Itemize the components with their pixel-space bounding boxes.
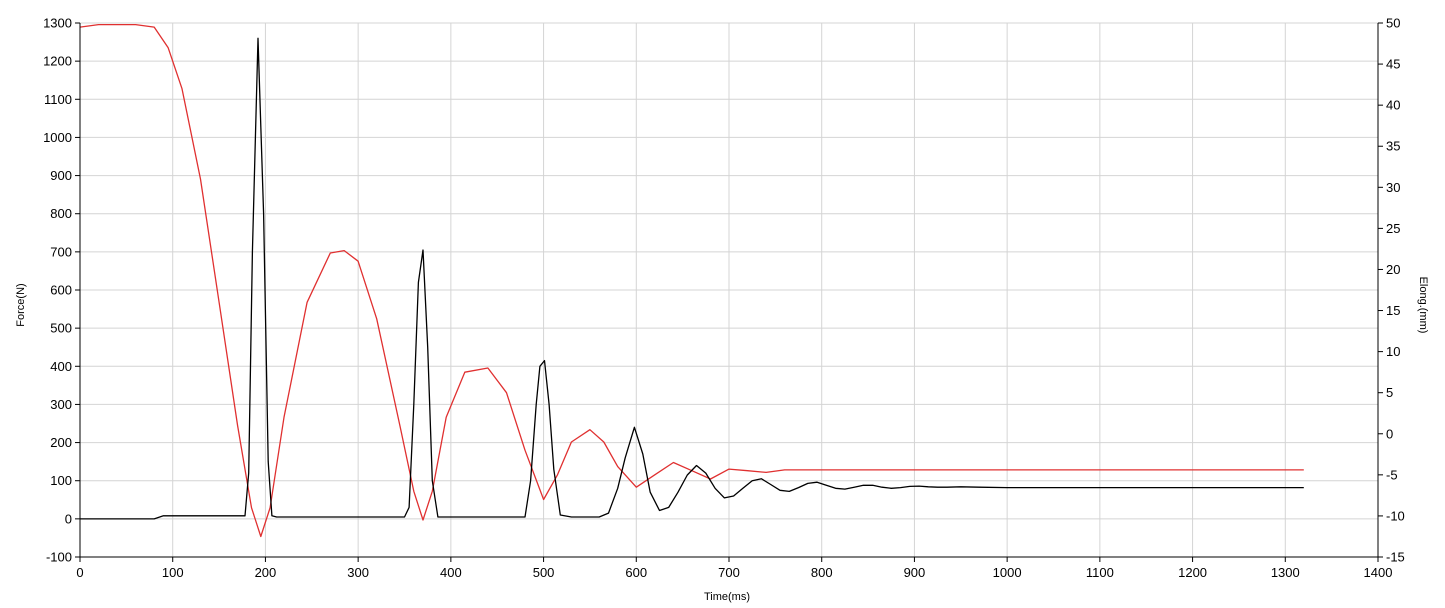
y-right-tick-label: 50 — [1386, 16, 1400, 31]
y-left-tick-label: 400 — [50, 359, 72, 374]
y-left-tick-label: 300 — [50, 397, 72, 412]
y-left-tick-label: 1000 — [43, 130, 72, 145]
y-left-tick-label: 0 — [65, 511, 72, 526]
series-lines — [79, 23, 1304, 538]
tick-labels: 0 100 200 300 400 500 600 700 800 900 1000 1100 1200… — [43, 16, 1405, 581]
y-left-tick-label: 200 — [50, 435, 72, 450]
y-right-tick-label: 30 — [1386, 180, 1400, 195]
y-left-tick-label: 800 — [50, 206, 72, 221]
x-tick-label: 1400 — [1364, 565, 1393, 580]
y-right-tick-label: -5 — [1386, 467, 1398, 482]
y-right-tick-label: 40 — [1386, 98, 1400, 113]
x-tick-label: 1200 — [1178, 565, 1207, 580]
axes — [75, 22, 1383, 562]
x-tick-label: 1100 — [1086, 565, 1114, 580]
y-left-tick-label: 1200 — [43, 54, 72, 69]
x-tick-label: 800 — [811, 565, 833, 580]
y-right-tick-label: 25 — [1386, 221, 1400, 236]
y-right-tick-label: 35 — [1386, 139, 1400, 154]
y-right-tick-label: 0 — [1386, 426, 1393, 441]
x-tick-label: 1300 — [1271, 565, 1300, 580]
y-axis-left-title: Force(N) — [15, 283, 27, 326]
elongation-series-line — [79, 23, 1304, 538]
x-tick-label: 700 — [718, 565, 740, 580]
y-left-tick-label: 700 — [50, 244, 72, 259]
x-tick-label: 300 — [347, 565, 369, 580]
y-right-tick-label: 20 — [1386, 262, 1400, 277]
x-tick-label: 0 — [76, 565, 83, 580]
force-series-line — [80, 37, 1304, 520]
x-tick-label: 500 — [533, 565, 555, 580]
y-right-tick-label: -10 — [1386, 508, 1405, 523]
y-right-tick-label: 45 — [1386, 57, 1400, 72]
x-tick-label: 1000 — [993, 565, 1022, 580]
y-left-tick-label: 1300 — [43, 16, 72, 31]
y-left-tick-label: 500 — [50, 321, 72, 336]
y-right-tick-label: 15 — [1386, 303, 1400, 318]
y-axis-right-title: Elong.(mm) — [1417, 277, 1429, 334]
y-right-tick-label: 5 — [1386, 385, 1393, 400]
y-left-tick-label: 1100 — [44, 92, 72, 107]
x-tick-label: 100 — [162, 565, 184, 580]
y-left-tick-label: 900 — [50, 168, 72, 183]
x-axis-title: Time(ms) — [704, 591, 750, 603]
gridlines — [79, 22, 1379, 558]
y-right-tick-label: -15 — [1386, 550, 1405, 565]
x-tick-label: 400 — [440, 565, 462, 580]
x-tick-label: 900 — [904, 565, 926, 580]
y-left-tick-label: 100 — [50, 473, 72, 488]
y-left-tick-label: -100 — [46, 550, 72, 565]
x-tick-label: 600 — [625, 565, 647, 580]
y-right-tick-label: 10 — [1386, 344, 1400, 359]
y-left-tick-label: 600 — [50, 283, 72, 298]
x-tick-label: 200 — [255, 565, 277, 580]
